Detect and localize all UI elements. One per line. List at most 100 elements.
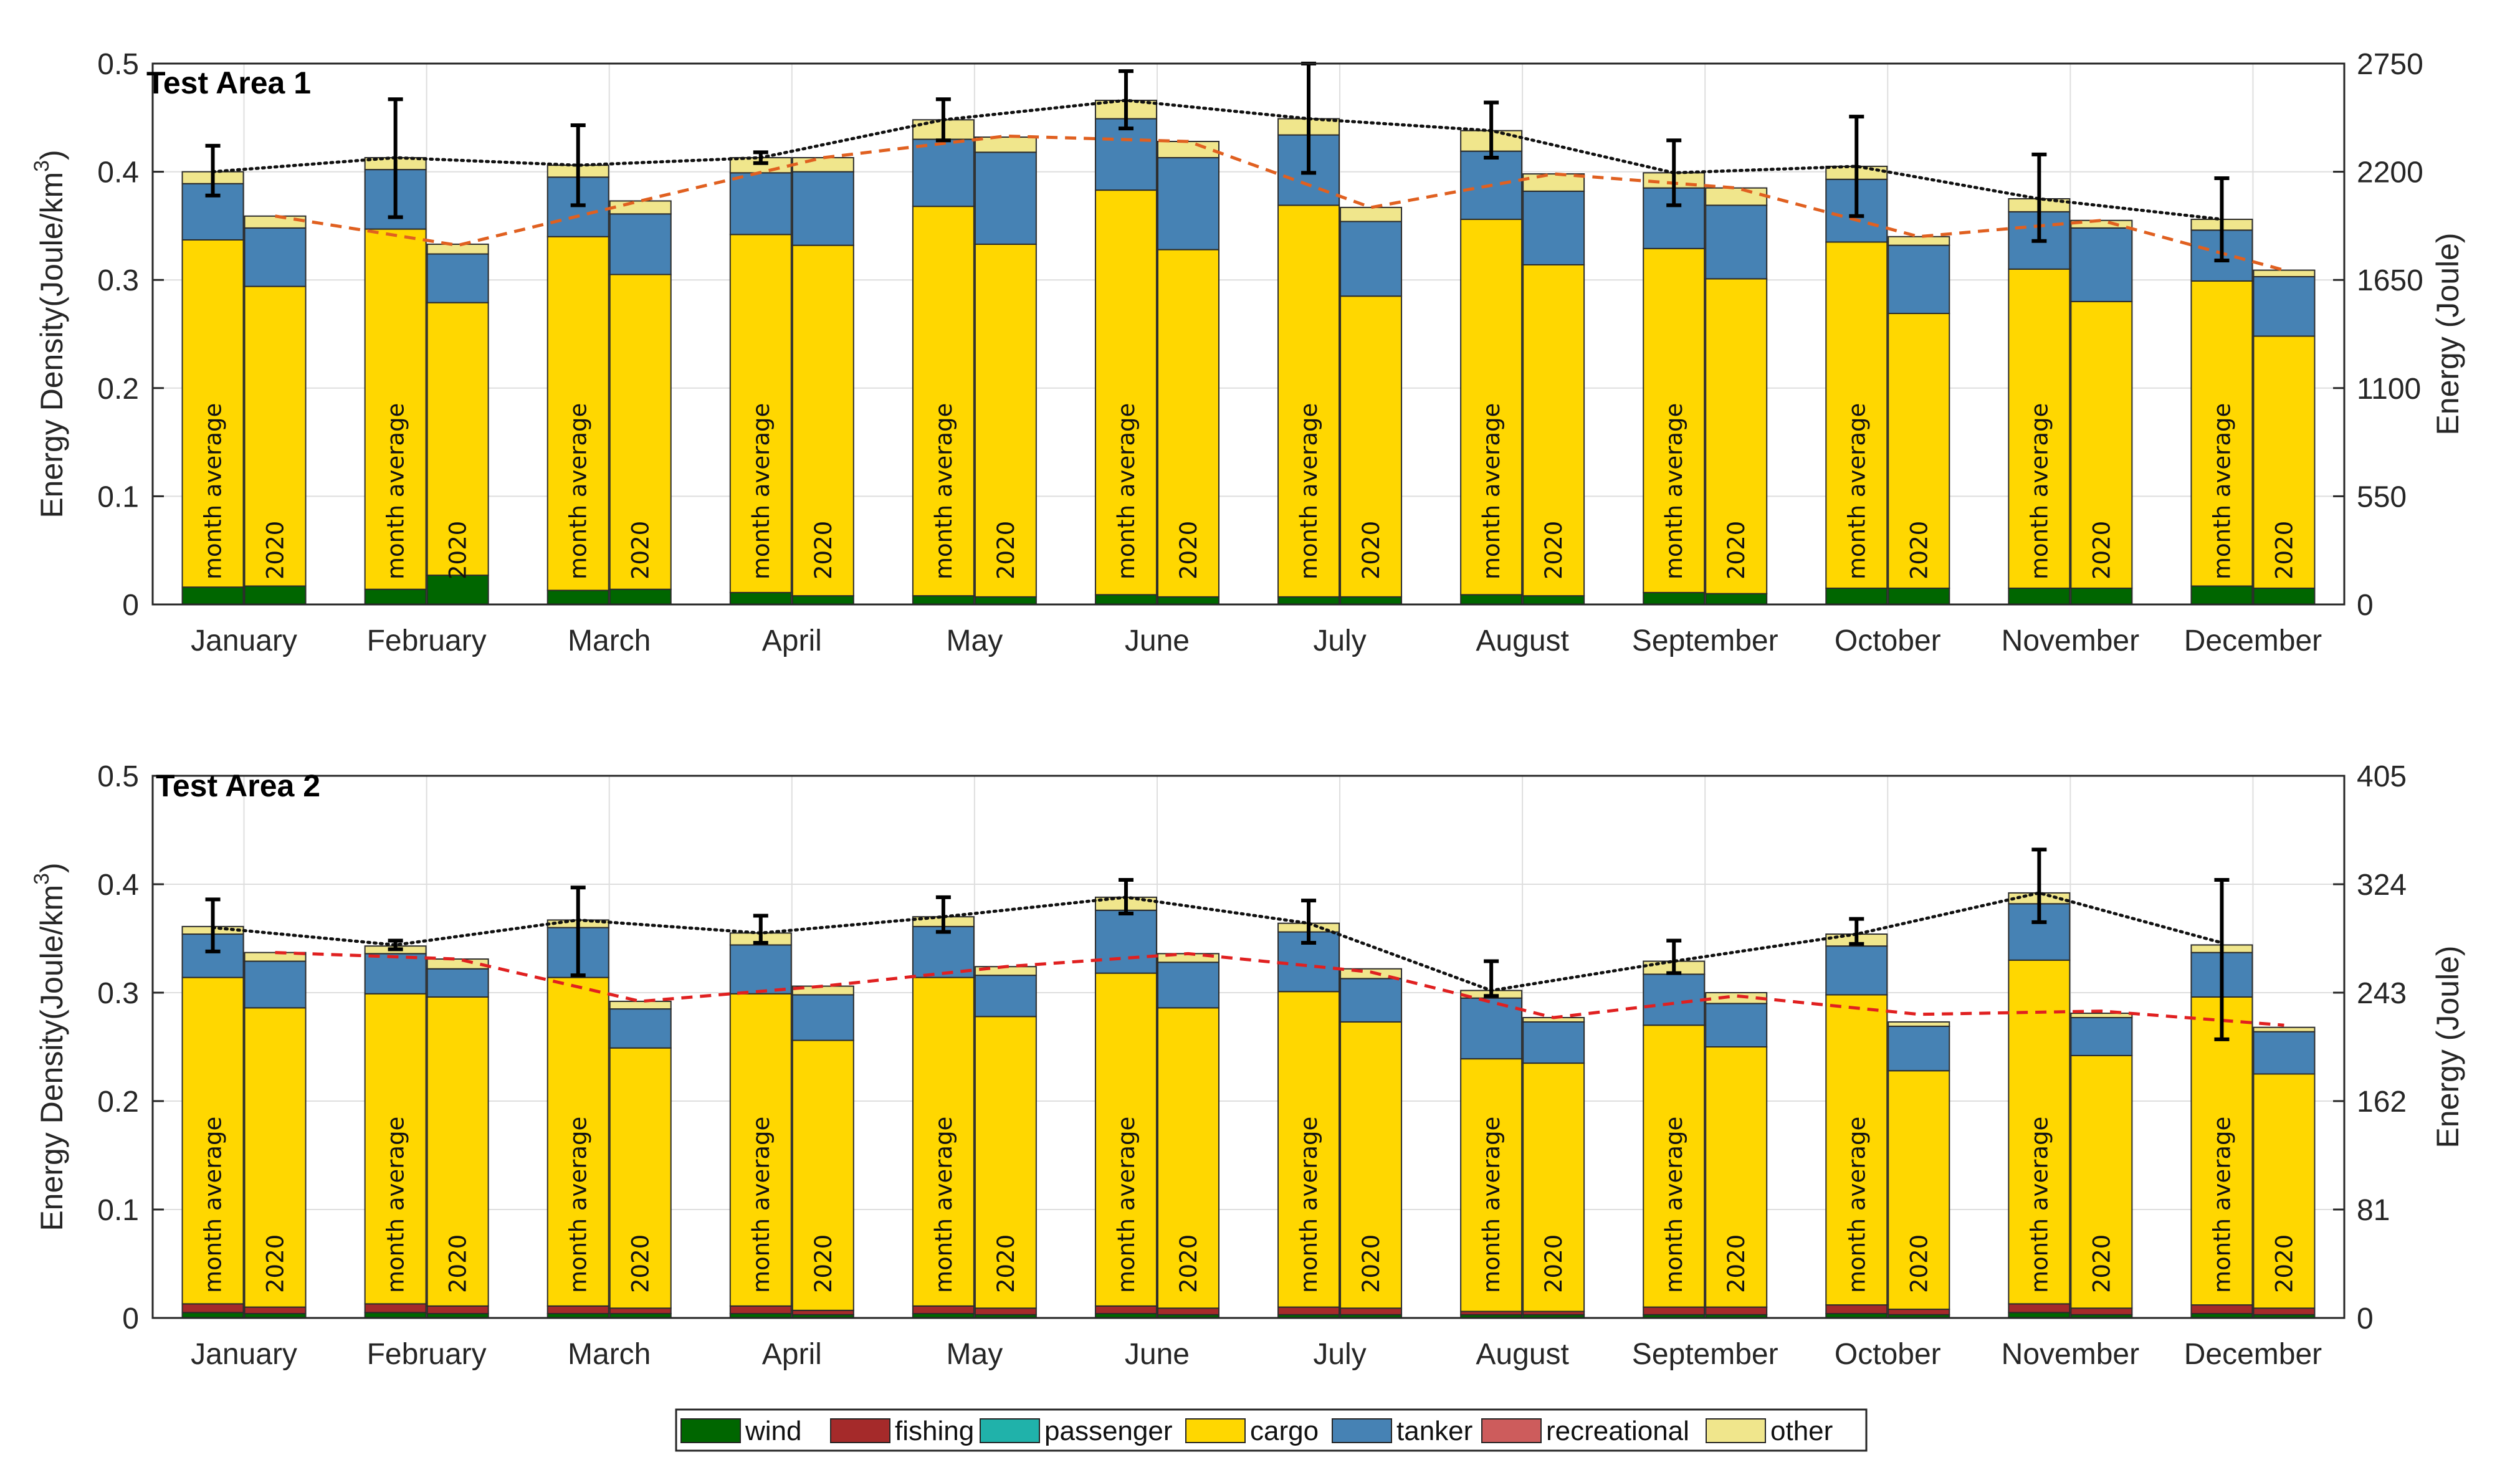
bar-segment-wind xyxy=(1643,591,1706,605)
x-tick-label: July xyxy=(1313,624,1366,657)
error-bar xyxy=(1301,899,1317,945)
bar-segment-other xyxy=(426,958,489,970)
bar-segment-wind xyxy=(1340,596,1403,606)
bar-label-2020: 2020 xyxy=(1175,521,1202,580)
bar-label-2020: 2020 xyxy=(2271,1234,2298,1293)
legend-label-fishing: fishing xyxy=(895,1416,974,1446)
legend-label-recreational: recreational xyxy=(1546,1416,1689,1446)
left-axis-ticks: 0 0.1 0.2 0.3 0.4 0.5 xyxy=(97,760,164,1335)
bar-segment-tanker xyxy=(1825,945,1888,996)
bar-segment-wind xyxy=(2190,585,2253,605)
bar-segment-fishing xyxy=(609,1307,672,1315)
line-2020-energy xyxy=(275,134,2285,272)
bar-label-month-average: month average xyxy=(1296,403,1322,580)
bar-label-2020: 2020 xyxy=(262,1234,289,1293)
error-bar xyxy=(205,897,221,953)
x-tick-label: January xyxy=(191,624,297,657)
bar-segment-fishing xyxy=(1277,1306,1340,1315)
error-bar xyxy=(570,123,586,208)
bar-segment-cargo xyxy=(426,302,489,576)
bar-segment-tanker xyxy=(244,960,307,1009)
plot-frame xyxy=(151,775,2346,1319)
legend-item-tanker: tanker xyxy=(1332,1416,1472,1446)
x-tick-label: January xyxy=(191,1338,297,1371)
bar-segment-wind xyxy=(1277,596,1340,606)
bar-segment-tanker xyxy=(912,925,975,978)
error-bar xyxy=(1118,878,1134,915)
bar-segment-wind xyxy=(181,586,244,605)
bar-segment-cargo xyxy=(364,228,427,590)
legend-swatch-passenger xyxy=(980,1418,1040,1443)
bar-segment-wind xyxy=(364,588,427,605)
bar-label-month-average: month average xyxy=(200,403,227,580)
bar-segment-other xyxy=(974,136,1037,153)
tick-label-left: 0.1 xyxy=(97,480,139,513)
legend-item-fishing: fishing xyxy=(830,1416,974,1446)
legend-swatch-other xyxy=(1706,1418,1766,1443)
x-tick-label: April xyxy=(762,1338,822,1371)
bar-segment-fishing xyxy=(1340,1307,1403,1315)
bar-segment-cargo xyxy=(1522,264,1585,597)
bar-segment-fishing xyxy=(912,1305,975,1315)
legend-item-other: other xyxy=(1706,1416,1833,1446)
bar-segment-tanker xyxy=(729,172,792,236)
bar-segment-other xyxy=(791,157,854,173)
bar-segment-cargo xyxy=(1094,189,1157,596)
bar-segment-cargo xyxy=(912,206,975,597)
tick-label-right: 1650 xyxy=(2357,264,2423,297)
bar-segment-cargo xyxy=(1888,313,1950,589)
bar-segment-wind xyxy=(2253,587,2316,606)
bar-label-2020: 2020 xyxy=(1906,521,1932,580)
bar-label-month-average: month average xyxy=(1661,1117,1687,1293)
bar-segment-fishing xyxy=(2190,1304,2253,1315)
error-bar xyxy=(753,914,768,945)
bar-segment-wind xyxy=(1157,596,1219,606)
error-bar xyxy=(2031,152,2047,243)
bar-label-month-average: month average xyxy=(1478,403,1505,580)
bar-segment-fishing xyxy=(2253,1307,2316,1315)
bar-segment-tanker xyxy=(1705,1003,1768,1048)
bar-segment-tanker xyxy=(2070,227,2133,302)
bar-segment-other xyxy=(609,1000,672,1010)
bar-segment-other xyxy=(426,243,489,255)
bar-label-2020: 2020 xyxy=(2271,521,2298,580)
bar-segment-wind xyxy=(2008,587,2071,606)
bar-segment-other xyxy=(2253,269,2316,277)
tick-label-right: 243 xyxy=(2357,977,2407,1010)
bar-segment-wind xyxy=(974,596,1037,606)
bar-segment-tanker xyxy=(1157,157,1219,251)
tick-label-left: 0.2 xyxy=(97,373,139,406)
bar-segment-wind xyxy=(426,575,489,605)
bar-segment-tanker xyxy=(974,151,1037,245)
error-bar xyxy=(2214,176,2230,262)
line-month-average-energy xyxy=(211,98,2223,221)
error-bar xyxy=(935,895,951,934)
bar-segment-cargo xyxy=(1340,1021,1403,1309)
bar-segment-tanker xyxy=(1522,190,1585,265)
error-bar xyxy=(2031,847,2047,924)
bar-segment-tanker xyxy=(729,944,792,995)
x-tick-label: April xyxy=(762,624,822,657)
bar-segment-other xyxy=(1157,140,1219,159)
x-tick-label: October xyxy=(1835,624,1941,657)
legend-label-cargo: cargo xyxy=(1250,1416,1319,1446)
bar-segment-wind xyxy=(1888,587,1950,606)
bar-label-2020: 2020 xyxy=(993,1234,1019,1293)
tick-label-right: 1100 xyxy=(2357,373,2421,406)
panel-title: Test Area 1 xyxy=(146,65,311,100)
bar-label-month-average: month average xyxy=(2208,403,2235,580)
bar-segment-cargo xyxy=(2008,268,2071,589)
error-bar xyxy=(1484,100,1499,160)
bar-segment-other xyxy=(244,215,307,229)
bar-segment-fishing xyxy=(791,1309,854,1315)
legend-item-wind: wind xyxy=(680,1416,802,1446)
right-axis-ticks: 0 81 162 243 324 405 xyxy=(2333,760,2407,1335)
panel-title: Test Area 2 xyxy=(156,768,320,803)
bar-segment-fishing xyxy=(426,1305,489,1315)
bar-segment-cargo xyxy=(2190,996,2253,1306)
bar-label-month-average: month average xyxy=(1843,1117,1870,1293)
bar-segment-wind xyxy=(1825,587,1888,606)
bar-label-2020: 2020 xyxy=(1540,521,1567,580)
x-axis-ticks: January February March April May June July Augu… xyxy=(191,1338,2322,1371)
x-tick-label: June xyxy=(1125,1338,1190,1371)
